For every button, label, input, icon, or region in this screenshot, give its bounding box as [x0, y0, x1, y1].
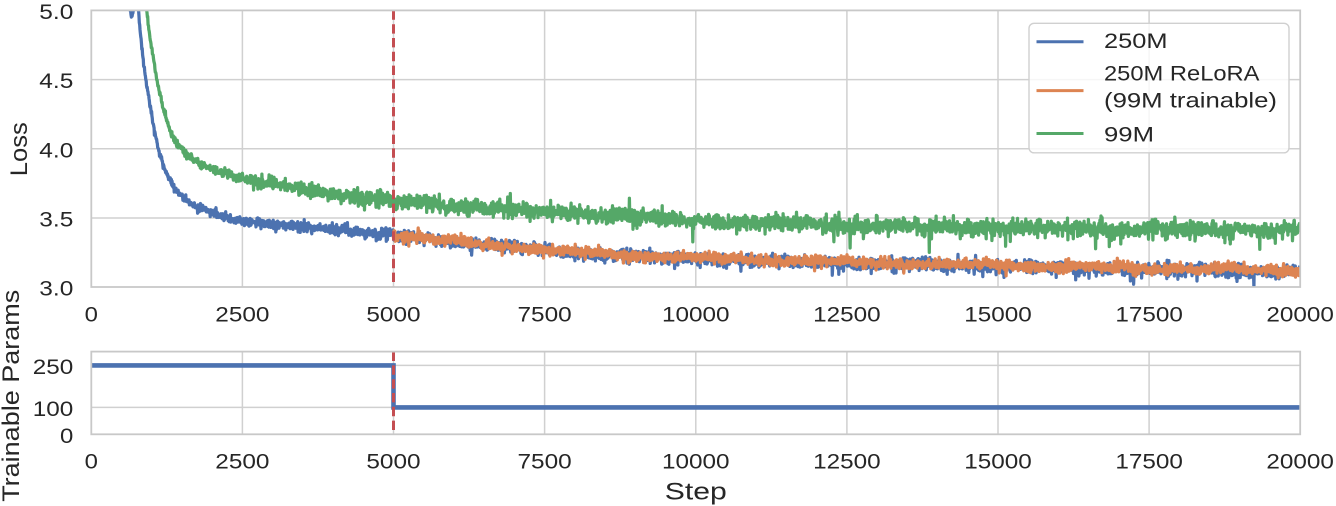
svg-text:2500: 2500 [215, 302, 269, 326]
svg-text:17500: 17500 [1115, 302, 1183, 326]
svg-text:Loss: Loss [6, 122, 33, 176]
svg-text:5000: 5000 [366, 449, 420, 473]
svg-text:99M: 99M [1104, 122, 1154, 146]
svg-text:7500: 7500 [518, 302, 572, 326]
svg-text:3.0: 3.0 [39, 276, 73, 300]
svg-text:100: 100 [33, 397, 74, 421]
svg-text:5000: 5000 [366, 302, 420, 326]
svg-text:15000: 15000 [964, 302, 1032, 326]
svg-text:5.0: 5.0 [39, 0, 73, 24]
svg-text:15000: 15000 [964, 449, 1032, 473]
svg-text:17500: 17500 [1115, 449, 1183, 473]
svg-text:4.0: 4.0 [39, 138, 73, 162]
svg-text:10000: 10000 [662, 449, 730, 473]
svg-text:250M: 250M [1104, 29, 1168, 53]
svg-text:10000: 10000 [662, 302, 730, 326]
svg-text:20000: 20000 [1266, 302, 1334, 326]
svg-text:12500: 12500 [813, 302, 881, 326]
svg-text:0: 0 [85, 449, 98, 473]
svg-text:0: 0 [60, 424, 73, 448]
svg-text:3.5: 3.5 [39, 207, 73, 231]
svg-text:Trainable Params: Trainable Params [0, 290, 25, 502]
svg-text:20000: 20000 [1266, 449, 1334, 473]
svg-text:7500: 7500 [518, 449, 572, 473]
svg-text:12500: 12500 [813, 449, 881, 473]
svg-text:250: 250 [33, 355, 74, 379]
svg-text:0: 0 [85, 302, 98, 326]
svg-text:Step: Step [665, 479, 727, 506]
svg-text:(99M trainable): (99M trainable) [1104, 88, 1277, 112]
svg-text:250M ReLoRA: 250M ReLoRA [1104, 61, 1260, 85]
svg-text:4.5: 4.5 [39, 69, 73, 93]
svg-text:2500: 2500 [215, 449, 269, 473]
